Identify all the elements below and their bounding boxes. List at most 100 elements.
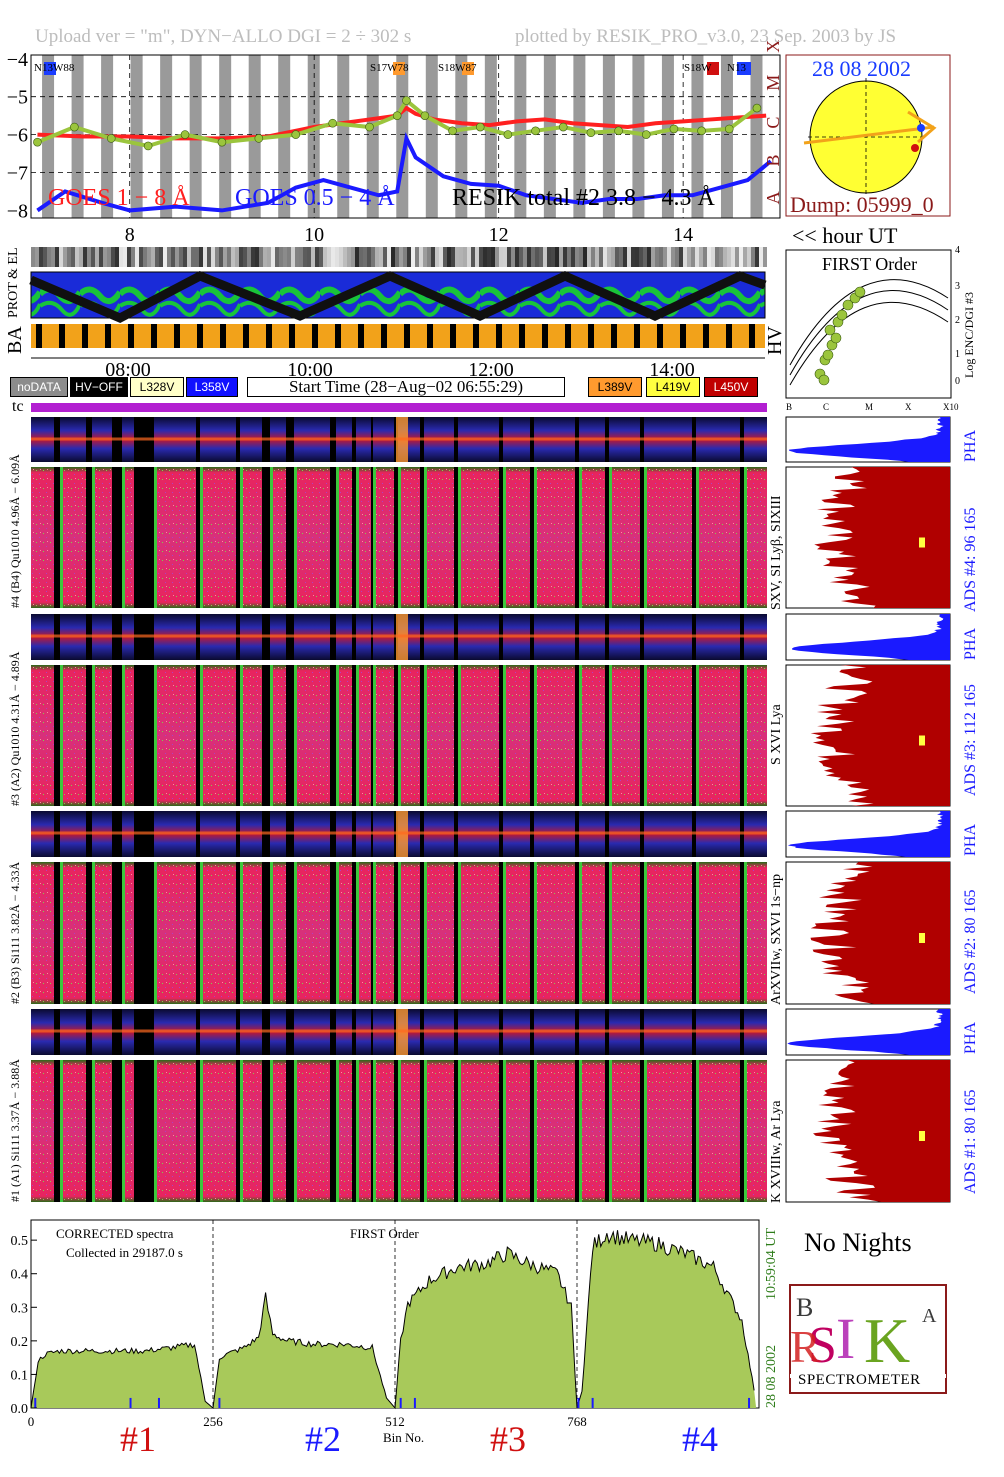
legend-nodata: noDATA xyxy=(10,377,68,397)
orbit-panel: 08:00 10:00 12:00 14:00 xyxy=(29,247,767,381)
el-cell xyxy=(591,247,595,267)
spectrogram-edge xyxy=(744,862,747,1004)
spectrogram-edge xyxy=(122,665,125,806)
el-cell xyxy=(343,247,347,267)
spectrogram-edge xyxy=(154,665,157,806)
spectrogram-edge xyxy=(424,665,427,806)
ba-bar xyxy=(450,324,456,348)
lc-point xyxy=(641,130,651,139)
gap-stripe xyxy=(720,55,733,218)
el-cell xyxy=(199,247,203,267)
region-tag-1: N13W88 xyxy=(34,62,75,74)
el-cell xyxy=(163,247,167,267)
el-cell xyxy=(423,247,427,267)
spectrogram-gap xyxy=(112,1060,122,1202)
spectrogram-edge xyxy=(200,665,203,806)
el-cell xyxy=(715,247,719,267)
orbit-time-tick: 08:00 xyxy=(105,359,151,381)
el-cell xyxy=(491,247,495,267)
lc-y-tick-label: −6 xyxy=(7,125,28,147)
el-cell xyxy=(207,247,211,267)
lightcurve-series xyxy=(33,96,773,213)
el-cell xyxy=(335,247,339,267)
ba-bar xyxy=(59,324,65,348)
el-cell xyxy=(467,247,471,267)
spectrogram-gap xyxy=(499,665,503,806)
spectrogram-gap xyxy=(640,1060,644,1202)
spectrum-y-tick: 0.2 xyxy=(11,1335,29,1350)
spectrogram-edge xyxy=(744,1060,747,1202)
spectrogram-gap xyxy=(330,862,336,1004)
el-cell xyxy=(231,247,235,267)
spectrum-panel: 0.0 0.1 0.2 0.3 0.4 0.5 0 256 512 768 xyxy=(11,1219,760,1429)
el-cell xyxy=(407,247,411,267)
spectrogram-gap xyxy=(196,1060,200,1202)
spectrogram-gap xyxy=(499,1060,503,1202)
gap-stripe xyxy=(425,55,438,218)
el-cell xyxy=(43,247,47,267)
spectrogram-edge xyxy=(503,467,506,608)
el-cell xyxy=(367,247,371,267)
spectrogram-edge xyxy=(644,1060,647,1202)
first-order-point xyxy=(824,324,836,336)
goes-class-tick: C xyxy=(763,117,783,129)
el-cell xyxy=(411,247,415,267)
spectrogram-gap xyxy=(499,467,503,608)
el-cell xyxy=(459,247,463,267)
el-cell xyxy=(695,247,699,267)
spectrogram-edge xyxy=(294,862,297,1004)
spectrogram-edge xyxy=(92,862,95,1004)
sun-date: 28 08 2002 xyxy=(812,56,911,81)
el-cell xyxy=(719,247,723,267)
spectrogram-gap xyxy=(54,467,60,608)
spectrogram-edge xyxy=(122,862,125,1004)
lc-point xyxy=(669,124,679,134)
spectrogram-gap xyxy=(740,665,744,806)
spectrogram-gap xyxy=(454,467,458,608)
el-grey-strip xyxy=(31,247,767,267)
spectrum-time-stamp: 10:59:04 UT xyxy=(764,1228,779,1300)
pha-1-label: PHA xyxy=(962,1021,979,1054)
el-cell xyxy=(615,247,619,267)
spectrogram-edge xyxy=(122,1060,125,1202)
spectrogram-edge xyxy=(503,1060,506,1202)
ba-bar xyxy=(36,324,42,348)
spectrogram-edge xyxy=(154,862,157,1004)
goes-class-ticks: X M C B A xyxy=(763,40,783,205)
spectrogram-gap xyxy=(420,1060,424,1202)
gap-stripe xyxy=(661,55,674,218)
el-cell xyxy=(523,247,527,267)
spectrogram-edge xyxy=(503,862,506,1004)
el-cell xyxy=(671,247,675,267)
spectrogram-gap xyxy=(262,467,270,608)
spectrogram-gap xyxy=(575,665,579,806)
spectrogram-edge xyxy=(92,467,95,608)
first-order-frame xyxy=(785,249,952,399)
spectrogram-edge xyxy=(644,467,647,608)
spectrogram-edge xyxy=(696,467,699,608)
spectrum-x-tick: 768 xyxy=(567,1414,587,1429)
ba-bar xyxy=(381,324,387,348)
gap-stripe xyxy=(750,55,763,218)
spectrogram-edge xyxy=(373,467,376,608)
spectrogram-gap xyxy=(262,1060,270,1202)
ba-label: BA xyxy=(4,326,26,354)
active-region-marker-2 xyxy=(911,144,919,152)
spectrogram-edge xyxy=(424,1060,427,1202)
spectrogram-edge xyxy=(60,665,63,806)
spectrum-title: CORRECTED spectra xyxy=(56,1226,174,1241)
spectrogram-gap xyxy=(236,862,240,1004)
gap-stripe xyxy=(337,55,350,218)
gap-stripe xyxy=(307,55,320,218)
el-cell xyxy=(167,247,171,267)
ba-background xyxy=(31,324,765,348)
first-order-ticks: 0 1 2 3 4 B C M X X10 xyxy=(786,245,960,412)
spectrogram-gap xyxy=(236,1060,240,1202)
ba-strip xyxy=(31,324,765,348)
channel-4-lines: SXV, SI Lyβ, SIXIII xyxy=(769,495,784,610)
spectrum-y-tick: 0.0 xyxy=(11,1402,29,1417)
el-cell xyxy=(387,247,391,267)
orbit-time-tick: 10:00 xyxy=(287,359,333,381)
lc-x-tick-label: 12 xyxy=(489,224,509,246)
el-cell xyxy=(755,247,759,267)
